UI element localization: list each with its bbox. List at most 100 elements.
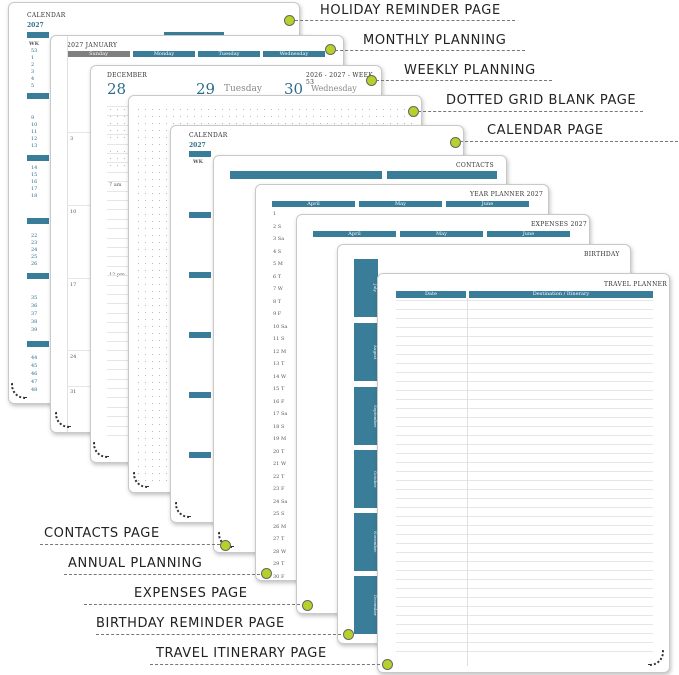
week-number: 47 bbox=[31, 379, 38, 385]
month-header-bar bbox=[189, 392, 211, 398]
ruled-line bbox=[107, 435, 147, 436]
expenses-title: EXPENSES 2027 bbox=[531, 221, 587, 228]
ruled-line bbox=[107, 153, 147, 154]
week-number: 2 bbox=[31, 62, 35, 68]
month-header-june: June bbox=[446, 201, 529, 207]
expenses-month-april: April bbox=[313, 231, 396, 237]
month-header-bar bbox=[27, 93, 49, 99]
birthday-month-december: December bbox=[354, 576, 378, 634]
travel-lines bbox=[396, 300, 653, 665]
ruled-line bbox=[396, 309, 653, 310]
ruled-line bbox=[107, 284, 147, 286]
ruled-line bbox=[107, 416, 147, 418]
birthday-month-july: July bbox=[354, 259, 378, 317]
date-cell: 24 bbox=[70, 354, 77, 360]
week-number: 26 bbox=[31, 261, 38, 267]
weekly-time-12pm: 12 pm bbox=[109, 272, 125, 278]
ruled-line bbox=[107, 124, 147, 126]
month-header-bar bbox=[27, 218, 49, 224]
ruled-line bbox=[396, 435, 653, 436]
travel-column-divider bbox=[467, 298, 468, 666]
week-number: 24 bbox=[31, 247, 38, 253]
year-planner-day: 28 W bbox=[273, 548, 287, 555]
ring-hole-decoration bbox=[93, 442, 109, 458]
year-planner-day: 18 S bbox=[273, 423, 285, 430]
weekly-date-1: 28 bbox=[107, 80, 127, 98]
label-travel-itinerary: TRAVEL ITINERARY PAGE bbox=[156, 646, 327, 661]
annual-indicator-dot bbox=[261, 568, 272, 579]
callout-line bbox=[460, 141, 678, 142]
ruled-line bbox=[107, 247, 147, 248]
week-number: 3 bbox=[31, 69, 35, 75]
birthday-month-november: November bbox=[354, 513, 378, 571]
ruled-line bbox=[107, 294, 147, 295]
month-header-bar bbox=[189, 151, 211, 157]
month-header-bar bbox=[189, 272, 211, 278]
label-calendar-page: CALENDAR PAGE bbox=[487, 123, 604, 138]
week-number: 9 bbox=[31, 115, 35, 121]
ring-hole-decoration bbox=[11, 383, 27, 399]
weekly-dayname-3: Wednesday bbox=[311, 84, 357, 93]
month-header-bar bbox=[189, 212, 211, 218]
week-number: 15 bbox=[31, 172, 38, 178]
week-column-label: WK bbox=[193, 159, 203, 165]
ruled-line bbox=[396, 363, 653, 364]
week-number: 39 bbox=[31, 327, 38, 333]
week-number: 23 bbox=[31, 240, 38, 246]
ruled-line bbox=[107, 115, 147, 117]
ruled-line bbox=[396, 399, 653, 400]
weekly-time-7am: 7 am bbox=[109, 182, 122, 188]
callout-line bbox=[40, 544, 220, 545]
date-cell: 10 bbox=[70, 209, 77, 215]
weekly-dot-area bbox=[107, 106, 127, 176]
ruled-line bbox=[396, 615, 653, 616]
ruled-line bbox=[396, 453, 653, 454]
label-expenses: EXPENSES PAGE bbox=[134, 586, 248, 601]
week-number: 35 bbox=[31, 295, 38, 301]
year-planner-day: 19 M bbox=[273, 436, 287, 442]
contacts-page-title: CONTACTS bbox=[456, 162, 494, 169]
year-planner-day: 7 W bbox=[273, 286, 283, 292]
ruled-line bbox=[396, 318, 653, 319]
ruled-line bbox=[396, 624, 653, 625]
week-number: 16 bbox=[31, 179, 38, 185]
travel-col-destination: Destination / Itinerary bbox=[469, 291, 653, 298]
month-header-bar bbox=[27, 273, 49, 279]
ruled-line bbox=[396, 534, 653, 535]
ruled-line bbox=[396, 408, 653, 409]
week-number: 1 bbox=[31, 55, 35, 61]
week-number: 18 bbox=[31, 193, 38, 199]
ruled-line bbox=[396, 345, 653, 346]
year-planner-day: 4 S bbox=[273, 248, 282, 255]
ruled-line bbox=[396, 579, 653, 580]
callout-line bbox=[295, 20, 515, 21]
expenses-month-june: June bbox=[487, 231, 570, 237]
ruled-line bbox=[107, 359, 147, 361]
ruled-line bbox=[107, 171, 147, 173]
week-number: 25 bbox=[31, 254, 38, 260]
calendar-indicator-dot bbox=[450, 137, 461, 148]
weekly-lines bbox=[107, 106, 147, 446]
ruled-line bbox=[107, 341, 147, 342]
year-planner-day: 8 T bbox=[273, 298, 282, 305]
weekly-dayname-2: Tuesday bbox=[224, 84, 262, 94]
holiday-page-title: CALENDAR bbox=[27, 12, 66, 19]
year-planner-day: 1 bbox=[273, 211, 277, 217]
year-planner-day: 25 S bbox=[273, 511, 285, 517]
ruled-line bbox=[396, 489, 653, 490]
ruled-line bbox=[396, 327, 653, 328]
calendar-page-title: CALENDAR bbox=[189, 132, 228, 139]
weekly-date-3: 30 bbox=[284, 80, 304, 98]
ring-hole-decoration bbox=[133, 472, 149, 488]
week-number: 4 bbox=[31, 76, 35, 82]
day-header-tuesday: Tuesday bbox=[198, 51, 260, 57]
ruled-line bbox=[107, 265, 147, 267]
ruled-line bbox=[107, 237, 147, 239]
year-planner-day: 9 F bbox=[273, 311, 282, 317]
ruled-line bbox=[107, 275, 147, 277]
day-header-sunday: Sunday bbox=[67, 51, 130, 57]
weekly-range: 2026 - 2027 - WEEK 53 bbox=[306, 72, 374, 86]
ring-hole-decoration bbox=[175, 502, 191, 518]
ruled-line bbox=[107, 369, 147, 371]
year-planner-day: 6 T bbox=[273, 273, 282, 280]
